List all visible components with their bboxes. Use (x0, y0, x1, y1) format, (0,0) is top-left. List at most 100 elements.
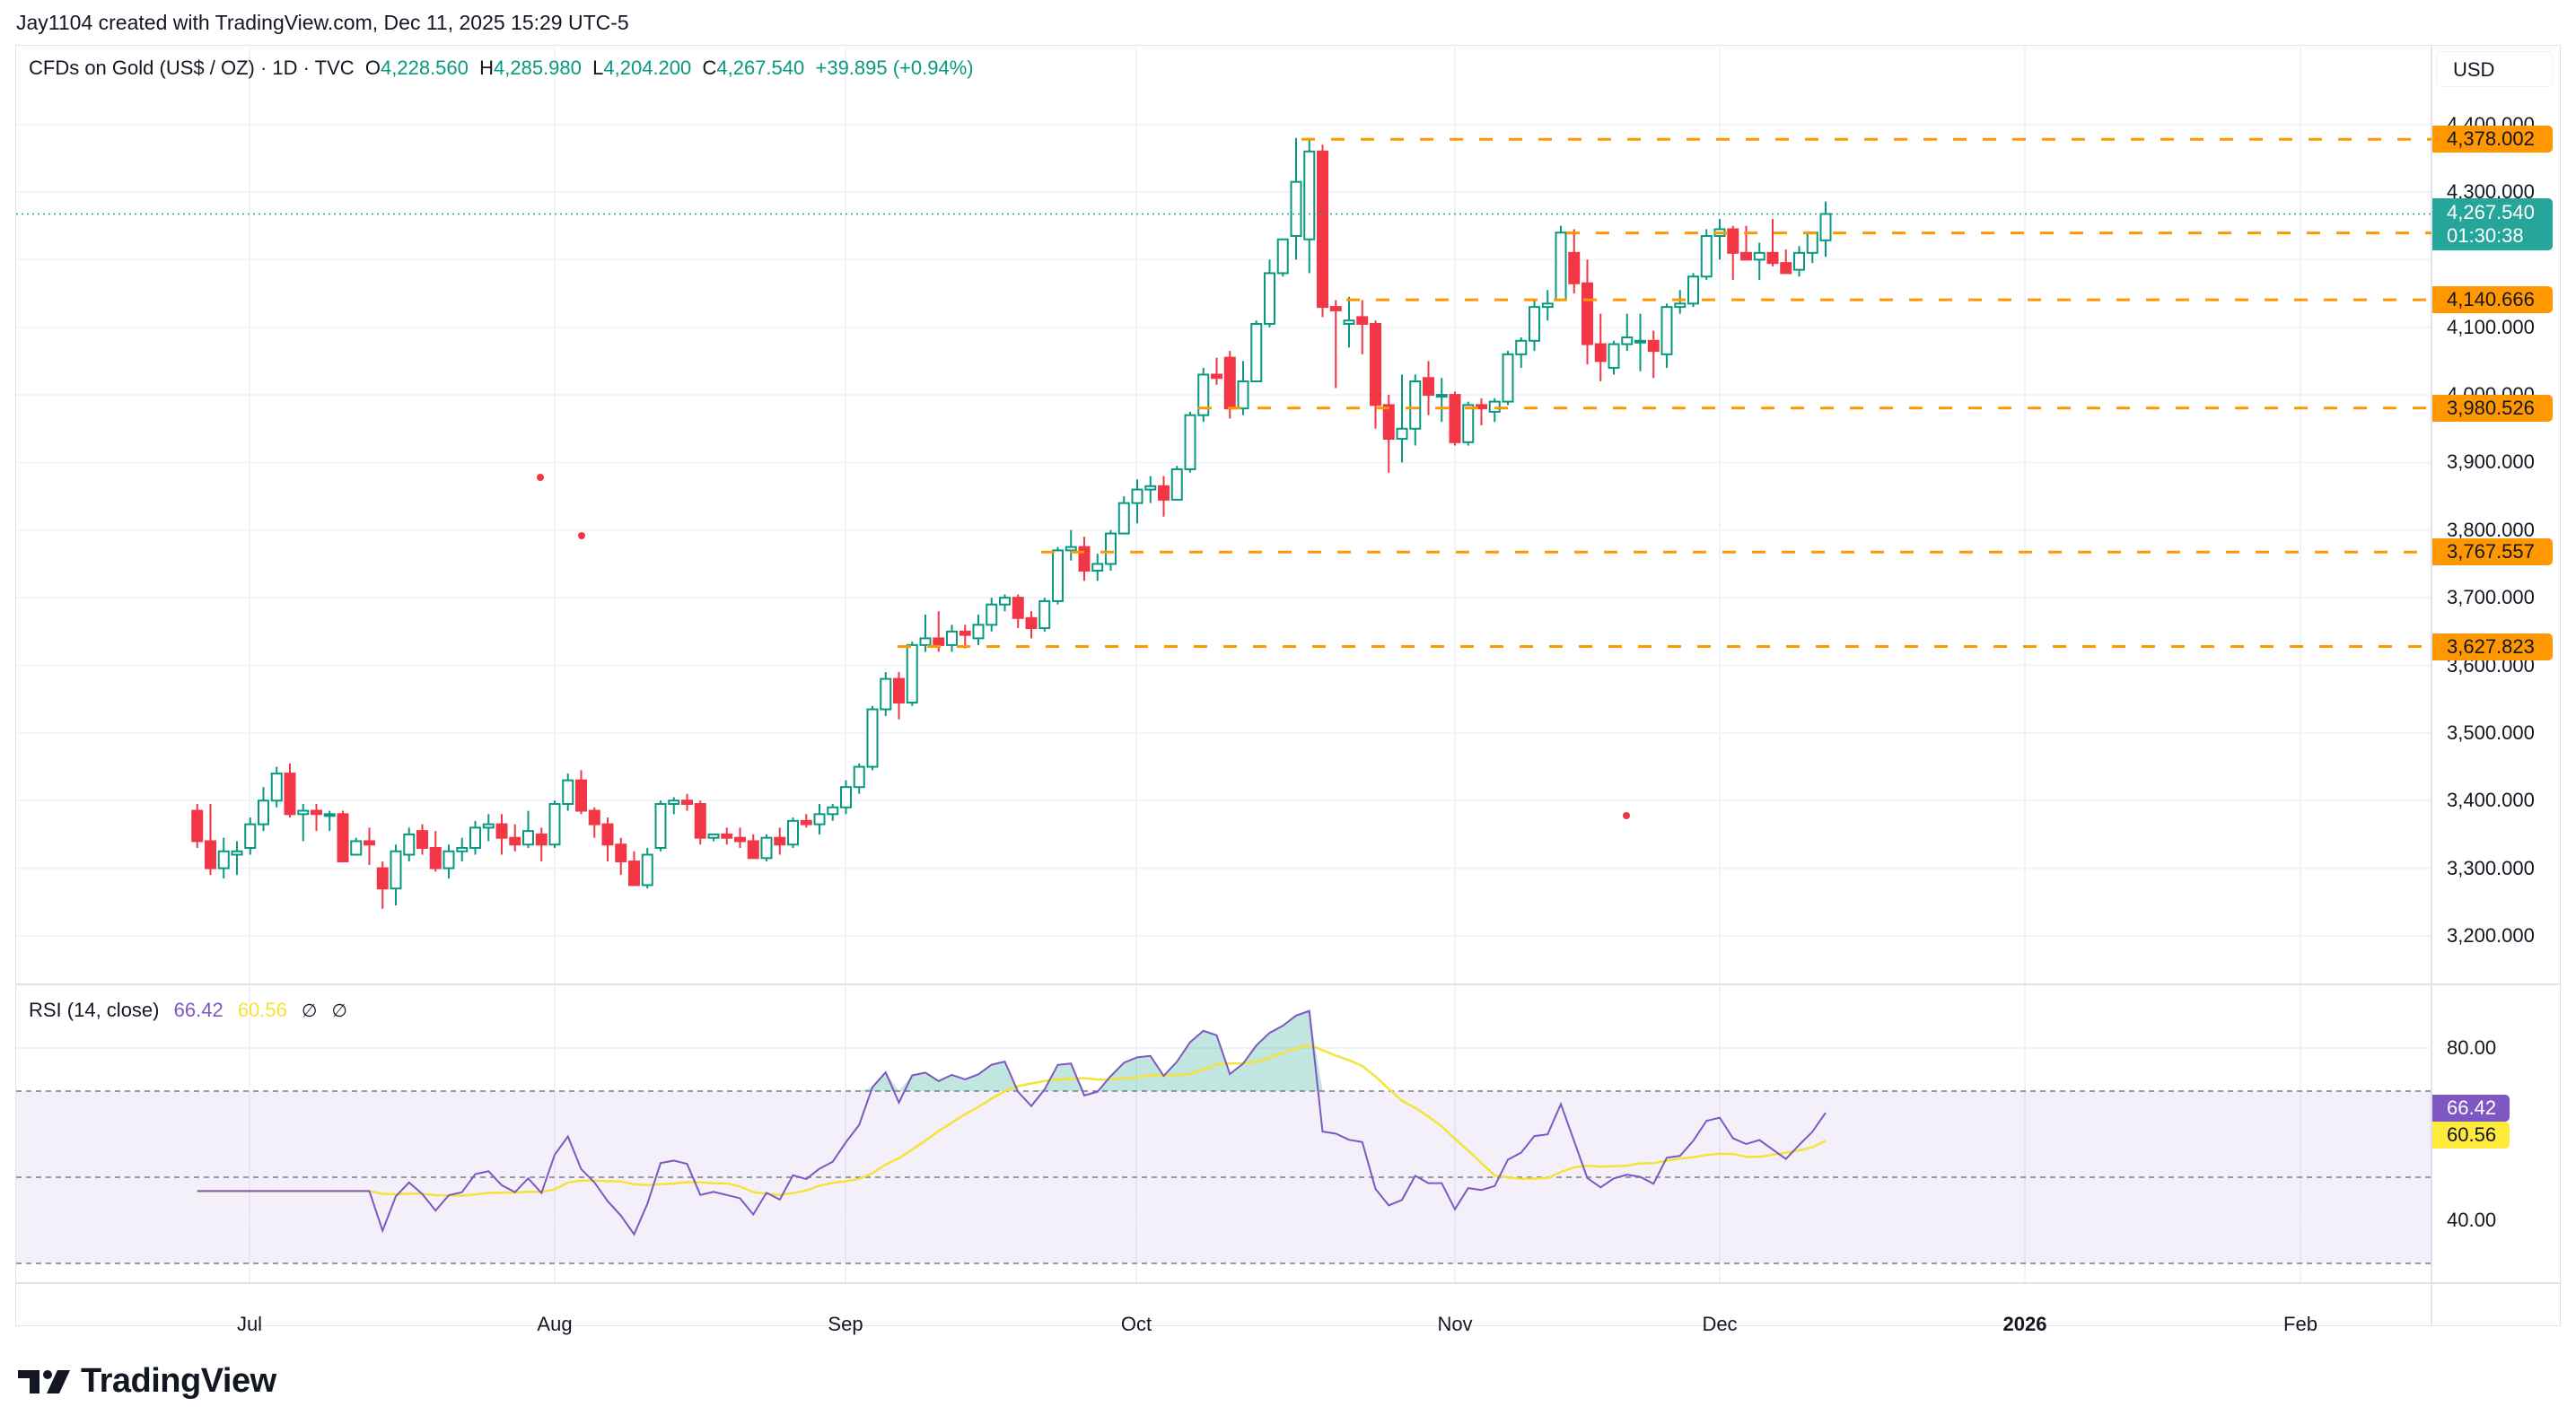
candle (893, 677, 905, 703)
candle (919, 637, 932, 646)
level-price-tag: 3,980.526 (2432, 394, 2553, 422)
currency-button[interactable]: USD (2436, 51, 2553, 87)
candle (721, 833, 733, 839)
candle (390, 850, 402, 890)
candle (880, 677, 892, 711)
candle (774, 836, 786, 846)
candle (1091, 563, 1104, 572)
candle (1065, 546, 1077, 552)
time-tick: Oct (1120, 1313, 1152, 1335)
candle (217, 850, 230, 869)
candle (1382, 404, 1395, 441)
rsi-value: 66.42 (173, 999, 223, 1021)
candle (1356, 316, 1369, 325)
candle (734, 836, 746, 843)
candle (1012, 597, 1024, 619)
candle (364, 840, 375, 846)
candle (1555, 232, 1567, 301)
rsi-tick: 80.00 (2447, 1036, 2497, 1059)
candle (403, 833, 416, 856)
candle (1264, 272, 1275, 325)
candle (1276, 238, 1289, 275)
rsi-ma-value: 60.56 (237, 999, 287, 1021)
credit-text: Jay1104 created with TradingView.com, De… (16, 11, 629, 34)
candle (562, 779, 574, 806)
candle (482, 823, 495, 829)
time-tick: Aug (537, 1313, 573, 1335)
candle (350, 840, 363, 856)
candle (1819, 213, 1832, 241)
time-tick: Sep (828, 1313, 863, 1335)
candle (1515, 339, 1528, 355)
candle (1184, 414, 1196, 470)
candle (866, 708, 879, 768)
candle (311, 809, 322, 816)
rsi-value-tag: 66.42 (2432, 1095, 2510, 1122)
na-icon: ∅ (331, 1001, 347, 1021)
candle (654, 803, 667, 849)
candle (469, 826, 481, 849)
candle (1423, 377, 1434, 397)
price-tick: 3,400.000 (2447, 789, 2535, 812)
price-tick: 3,200.000 (2447, 923, 2535, 947)
candle (787, 819, 799, 846)
candle (1117, 502, 1130, 535)
price-tick: 3,500.000 (2447, 721, 2535, 744)
candle (258, 799, 269, 826)
candle (1529, 306, 1540, 342)
candle (972, 624, 985, 640)
candle (601, 823, 614, 846)
candle (707, 833, 720, 839)
candle (1409, 380, 1422, 430)
candle (1700, 234, 1713, 278)
change-value: +39.895 (+0.94%) (815, 57, 974, 79)
candle (760, 836, 773, 860)
candle (827, 806, 839, 816)
low-value: 4,204.200 (603, 57, 692, 79)
candle (509, 836, 521, 846)
time-tick: Dec (1702, 1313, 1738, 1335)
candle (588, 809, 600, 826)
tradingview-logo-icon (18, 1369, 70, 1393)
candle (1541, 302, 1554, 309)
candle (1237, 380, 1249, 410)
candle (456, 846, 469, 852)
time-tick: Feb (2283, 1313, 2318, 1335)
candle (1370, 322, 1381, 406)
candle (231, 850, 243, 856)
candle (1038, 599, 1051, 630)
candle (270, 773, 283, 802)
level-price-tag: 3,627.823 (2432, 633, 2553, 660)
symbol-title: CFDs on Gold (US$ / OZ) · 1D · TVC (29, 57, 355, 79)
price-tick: 4,100.000 (2447, 315, 2535, 338)
candle (1250, 322, 1263, 383)
candle (628, 861, 640, 887)
open-value: 4,228.560 (381, 57, 469, 79)
candle (986, 603, 998, 626)
price-tick: 3,900.000 (2447, 450, 2535, 474)
candle (1158, 485, 1170, 501)
tradingview-logo[interactable]: TradingView (18, 1362, 276, 1401)
candle (1435, 394, 1448, 398)
candle (946, 630, 958, 646)
candle (1766, 251, 1779, 265)
candle (429, 846, 442, 869)
candle (813, 813, 826, 826)
chart-frame (15, 45, 2561, 1326)
candle (1674, 302, 1687, 309)
time-tick: 2026 (2002, 1313, 2047, 1335)
candle (1621, 336, 1634, 345)
candle (681, 799, 693, 806)
candle (933, 637, 945, 646)
candle (853, 765, 865, 789)
close-value: 4,267.540 (716, 57, 805, 79)
candle (575, 779, 587, 812)
candle (297, 809, 310, 816)
brand-name: TradingView (81, 1362, 276, 1400)
candle (1329, 306, 1342, 311)
time-tick: Jul (236, 1313, 263, 1335)
high-value: 4,285.980 (494, 57, 582, 79)
rsi-ma-value-tag: 60.56 (2432, 1122, 2510, 1149)
candle (747, 840, 759, 860)
